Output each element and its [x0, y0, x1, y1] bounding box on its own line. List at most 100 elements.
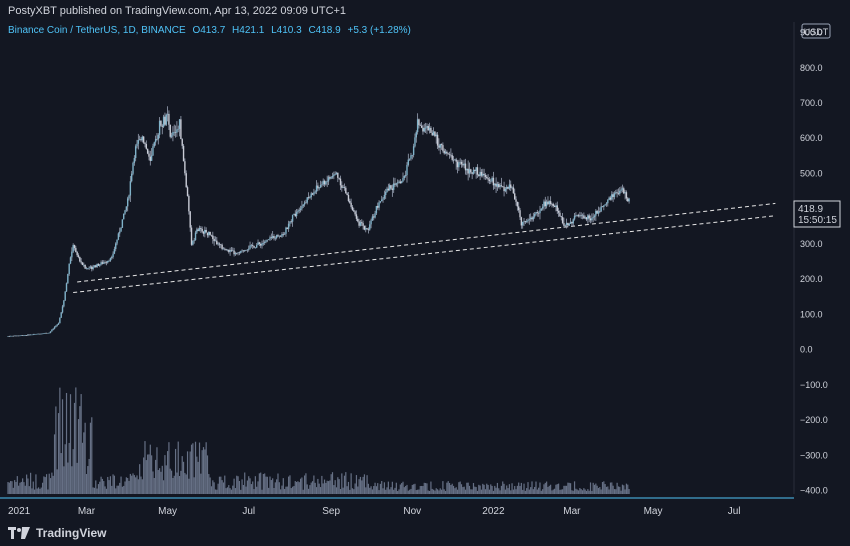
candle-body: [287, 223, 290, 229]
volume-bar: [462, 487, 464, 494]
candle-body: [236, 253, 238, 254]
candle-body: [315, 185, 318, 192]
volume-bar: [490, 484, 492, 494]
candle-body: [35, 334, 37, 335]
volume-bar: [454, 488, 456, 494]
candle-body: [267, 239, 270, 240]
price-axis[interactable]: 900.0800.0700.0600.0500.0400.0300.0200.0…: [800, 28, 828, 496]
candle-body: [302, 204, 304, 207]
volume-bar: [423, 482, 425, 494]
candle-body: [612, 194, 614, 197]
candle-body: [256, 245, 258, 248]
volume-bar: [107, 476, 109, 494]
volume-bar: [10, 481, 12, 494]
volume-bar: [129, 473, 131, 494]
candle-body: [611, 194, 613, 200]
candle-body: [454, 159, 456, 161]
volume-bar: [596, 485, 598, 494]
candle-body: [408, 158, 411, 160]
volume-bar: [535, 481, 537, 494]
candle-body: [400, 181, 403, 184]
volume-bar: [411, 484, 413, 494]
candle-body: [258, 242, 261, 245]
volume-bar: [181, 456, 183, 494]
candle-body: [383, 194, 386, 199]
tradingview-logo-icon[interactable]: [8, 527, 30, 539]
candle-body: [502, 186, 504, 187]
volume-bar: [208, 474, 210, 494]
candle-body: [440, 144, 443, 146]
ohlc-open: O413.7: [192, 25, 226, 36]
volume-bar: [563, 485, 565, 494]
volume-bar: [49, 478, 52, 494]
volume-bar: [383, 482, 385, 494]
candle-body: [177, 128, 179, 130]
chart-area[interactable]: 900.0800.0700.0600.0500.0400.0300.0200.0…: [0, 22, 850, 520]
volume-bar: [605, 486, 608, 494]
candle-body: [549, 201, 552, 204]
volume-bar: [382, 488, 384, 494]
volume-bar: [60, 453, 62, 494]
volume-bar: [415, 490, 417, 494]
candle-body: [279, 235, 282, 237]
volume-bar: [115, 488, 117, 494]
volume-bar: [27, 478, 29, 494]
candle-body: [188, 195, 190, 212]
volume-bar: [390, 487, 392, 494]
volume-bar: [528, 489, 530, 494]
candle-body: [581, 215, 584, 217]
volume-bar: [315, 487, 318, 494]
volume-bar: [214, 489, 217, 494]
candle-body: [353, 210, 355, 212]
volume-bar: [147, 454, 149, 494]
volume-bar: [371, 489, 374, 494]
candle-body: [337, 172, 339, 178]
candle-body: [225, 249, 227, 250]
volume-bar: [499, 490, 501, 494]
candle-body: [395, 183, 398, 185]
volume-bar: [530, 487, 532, 494]
volume-bar: [620, 490, 622, 494]
volume-bar: [135, 477, 137, 494]
candle-body: [248, 248, 250, 250]
volume-bar: [624, 489, 626, 494]
volume-bar: [475, 487, 477, 494]
time-axis[interactable]: 2021 Mar May Jul Sep Nov 2022 Mar May Jul: [8, 506, 741, 517]
candle-body: [295, 212, 298, 217]
volume-bar: [419, 486, 421, 494]
volume-bar: [458, 482, 460, 494]
candle-body: [547, 201, 549, 205]
candle-body: [599, 211, 601, 212]
candle-body: [545, 201, 548, 207]
volume-bar: [447, 481, 449, 494]
volume-bar: [64, 444, 66, 494]
volume-bar: [431, 488, 433, 494]
currency-badge[interactable]: [801, 23, 831, 39]
volume-bar: [547, 486, 549, 494]
candle-body: [627, 198, 629, 202]
brand-name[interactable]: TradingView: [36, 526, 107, 540]
volume-bar: [59, 387, 61, 494]
candle-body: [111, 257, 113, 259]
candle-body: [479, 171, 481, 176]
volume-bar: [193, 477, 195, 494]
volume-bar: [319, 487, 322, 494]
candle-body: [494, 183, 496, 186]
candle-body: [541, 206, 544, 209]
candle-body: [387, 188, 390, 191]
candle-body: [560, 216, 562, 218]
ohlc-high: H421.1: [232, 25, 265, 36]
candle-body: [333, 174, 335, 176]
candle-body: [17, 335, 20, 337]
candle-body: [182, 145, 185, 162]
candle-body: [83, 264, 85, 266]
candle-body: [73, 245, 76, 249]
volume-bar: [221, 480, 223, 494]
price-chart[interactable]: 900.0800.0700.0600.0500.0400.0300.0200.0…: [0, 22, 850, 520]
candle-body: [553, 205, 556, 207]
volume-bar: [121, 486, 123, 494]
volume-bar: [274, 482, 276, 494]
volume-bar: [600, 489, 602, 494]
volume-bar: [604, 484, 606, 494]
volume-bar: [536, 489, 538, 494]
